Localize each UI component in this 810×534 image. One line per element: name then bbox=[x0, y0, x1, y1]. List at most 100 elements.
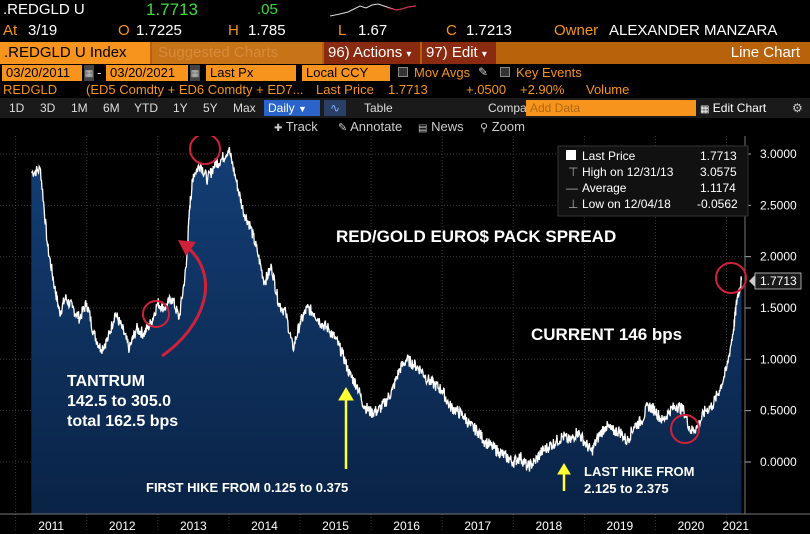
stats-high-label: High on 12/31/13 bbox=[582, 165, 674, 179]
compare-label: Compare bbox=[488, 101, 538, 115]
ticker[interactable]: .REDGLD U bbox=[3, 1, 85, 18]
key-events-label: Key Events bbox=[516, 65, 582, 80]
x-tick-label: 2018 bbox=[535, 519, 562, 533]
open-value: 1.7225 bbox=[136, 22, 182, 39]
x-tick-label: 2016 bbox=[393, 519, 420, 533]
stats-average-label: Average bbox=[582, 181, 627, 195]
security-title[interactable]: .REDGLD U Index bbox=[0, 42, 150, 64]
price-chart[interactable]: 3.0000 2.5000 2.0000 1.5000 1.0000 0.5000 0.00… bbox=[0, 136, 810, 534]
low-label: L bbox=[338, 22, 347, 39]
range-3d-button[interactable]: 3D bbox=[40, 101, 56, 115]
end-date-field[interactable]: 03/20/2021 bbox=[106, 65, 188, 81]
at-date: 3/19 bbox=[28, 22, 58, 39]
input-bar: 03/20/2011 ▦ - 03/20/2021 ▦ Last Px Loca… bbox=[0, 64, 810, 82]
mov-avgs-checkbox[interactable] bbox=[398, 67, 408, 77]
stats-last-value: 1.7713 bbox=[700, 149, 737, 163]
legend-series-name: REDGLD bbox=[3, 82, 58, 97]
add-data-input[interactable]: Add Data bbox=[526, 100, 696, 116]
quote-line-2: At 3/19 O 1.7225 H 1.785 L 1.67 C 1.7213… bbox=[0, 20, 810, 42]
range-1y-button[interactable]: 1Y bbox=[173, 101, 188, 115]
intraday-sparkline bbox=[330, 3, 417, 17]
stats-low-value: -0.0562 bbox=[697, 197, 738, 211]
highlight-circles bbox=[142, 136, 747, 444]
y-tick-label: 2.5000 bbox=[760, 198, 797, 212]
frequency-dropdown[interactable]: Daily ▼ bbox=[264, 100, 320, 116]
range-5y-button[interactable]: 5Y bbox=[203, 101, 218, 115]
tantrum-arrow bbox=[161, 240, 208, 358]
stats-low-label: Low on 12/04/18 bbox=[582, 197, 671, 211]
mov-avgs-label: Mov Avgs bbox=[414, 65, 471, 80]
high-value: 1.785 bbox=[248, 22, 286, 39]
calendar-icon[interactable]: ▦ bbox=[84, 65, 94, 81]
edit-menu[interactable]: 97) Edit ▾ bbox=[422, 42, 496, 64]
magnifier-icon: ⚲ bbox=[480, 122, 489, 134]
chart-title-annotation: RED/GOLD EURO$ PACK SPREAD bbox=[336, 227, 616, 246]
last-hike-arrow-head bbox=[557, 463, 571, 475]
first-hike-arrow-head bbox=[338, 387, 354, 401]
pencil-icon[interactable]: ✎ bbox=[478, 65, 489, 79]
last-price-swatch bbox=[566, 150, 576, 160]
legend-change: +.0500 bbox=[466, 82, 507, 97]
change-value: .05 bbox=[257, 1, 278, 18]
x-tick-label: 2011 bbox=[38, 519, 64, 533]
high-marker-icon: ⊤ bbox=[568, 165, 578, 179]
last-hike-annotation-1: LAST HIKE FROM bbox=[584, 464, 695, 479]
x-tick-label: 2020 bbox=[678, 519, 705, 533]
news-button[interactable]: ▤ News bbox=[418, 119, 464, 134]
title-bar: .REDGLD U Index Suggested Charts 96) Act… bbox=[0, 42, 810, 64]
hike-arrows bbox=[338, 387, 571, 491]
close-label: C bbox=[446, 22, 457, 39]
add-data-placeholder: Add Data bbox=[530, 101, 581, 115]
y-tick-label: 0.5000 bbox=[760, 404, 797, 418]
crosshair-icon: ✚ bbox=[274, 123, 283, 134]
range-max-button[interactable]: Max bbox=[233, 101, 256, 115]
x-tick-label: 2017 bbox=[464, 519, 491, 533]
actions-number: 96) bbox=[328, 44, 350, 61]
owner-name: ALEXANDER MANZARA bbox=[609, 22, 778, 39]
x-axis: 2011 2012 2013 2014 2015 2016 2017 2018 2019 2020… bbox=[0, 513, 810, 533]
field-selector[interactable]: Last Px bbox=[206, 65, 296, 81]
range-1d-button[interactable]: 1D bbox=[9, 101, 25, 115]
y-tick-label: 2.0000 bbox=[760, 250, 797, 264]
annotate-button[interactable]: ✎ Annotate bbox=[338, 119, 402, 134]
last-value: 1.7713 bbox=[146, 0, 198, 19]
key-events-checkbox[interactable] bbox=[500, 67, 510, 77]
track-button[interactable]: ✚ Track bbox=[274, 119, 318, 134]
currency-selector[interactable]: Local CCY bbox=[302, 65, 390, 81]
y-tick-label: 3.0000 bbox=[760, 147, 797, 161]
tantrum-annotation-1: TANTRUM bbox=[67, 373, 145, 390]
gear-icon[interactable]: ⚙ bbox=[792, 101, 803, 115]
tantrum-annotation-2: 142.5 to 305.0 bbox=[67, 393, 171, 410]
zoom-label: Zoom bbox=[491, 119, 525, 134]
y-tick-label: 0.0000 bbox=[760, 455, 797, 469]
chevron-down-icon: ▾ bbox=[406, 49, 412, 60]
close-value: 1.7213 bbox=[466, 22, 512, 39]
table-button[interactable]: Table bbox=[364, 101, 393, 115]
news-label: News bbox=[431, 119, 464, 134]
frequency-label: Daily bbox=[268, 101, 295, 115]
circle-tantrum-start bbox=[142, 300, 170, 328]
line-chart-icon[interactable]: ∿ bbox=[324, 100, 346, 116]
range-toolbar: 1D 3D 1M 6M YTD 1Y 5Y Max Daily ▼ ∿ Tabl… bbox=[0, 98, 810, 118]
current-annotation: CURRENT 146 bps bbox=[531, 325, 682, 344]
range-6m-button[interactable]: 6M bbox=[103, 101, 120, 115]
chart-settings-icon: ▦ bbox=[700, 104, 710, 115]
low-marker-icon: ⊥ bbox=[568, 197, 578, 211]
price-line bbox=[31, 147, 743, 472]
x-tick-label: 2019 bbox=[607, 519, 634, 533]
edit-chart-button[interactable]: ▦ Edit Chart bbox=[700, 100, 766, 116]
news-icon: ▤ bbox=[418, 123, 428, 134]
calendar-icon[interactable]: ▦ bbox=[190, 65, 200, 81]
chart-annotations: RED/GOLD EURO$ PACK SPREAD CURRENT 146 b… bbox=[67, 227, 695, 496]
range-ytd-button[interactable]: YTD bbox=[134, 101, 158, 115]
x-tick-label: 2013 bbox=[180, 519, 207, 533]
suggested-charts-button[interactable]: Suggested Charts bbox=[152, 42, 322, 64]
high-label: H bbox=[228, 22, 239, 39]
pencil-icon: ✎ bbox=[338, 122, 348, 134]
zoom-button[interactable]: ⚲ Zoom bbox=[480, 119, 525, 134]
x-tick-label: 2015 bbox=[322, 519, 349, 533]
tantrum-annotation-3: total 162.5 bps bbox=[67, 413, 178, 430]
start-date-field[interactable]: 03/20/2011 bbox=[2, 65, 82, 81]
range-1m-button[interactable]: 1M bbox=[71, 101, 88, 115]
actions-menu[interactable]: 96) Actions ▾ bbox=[324, 42, 420, 64]
